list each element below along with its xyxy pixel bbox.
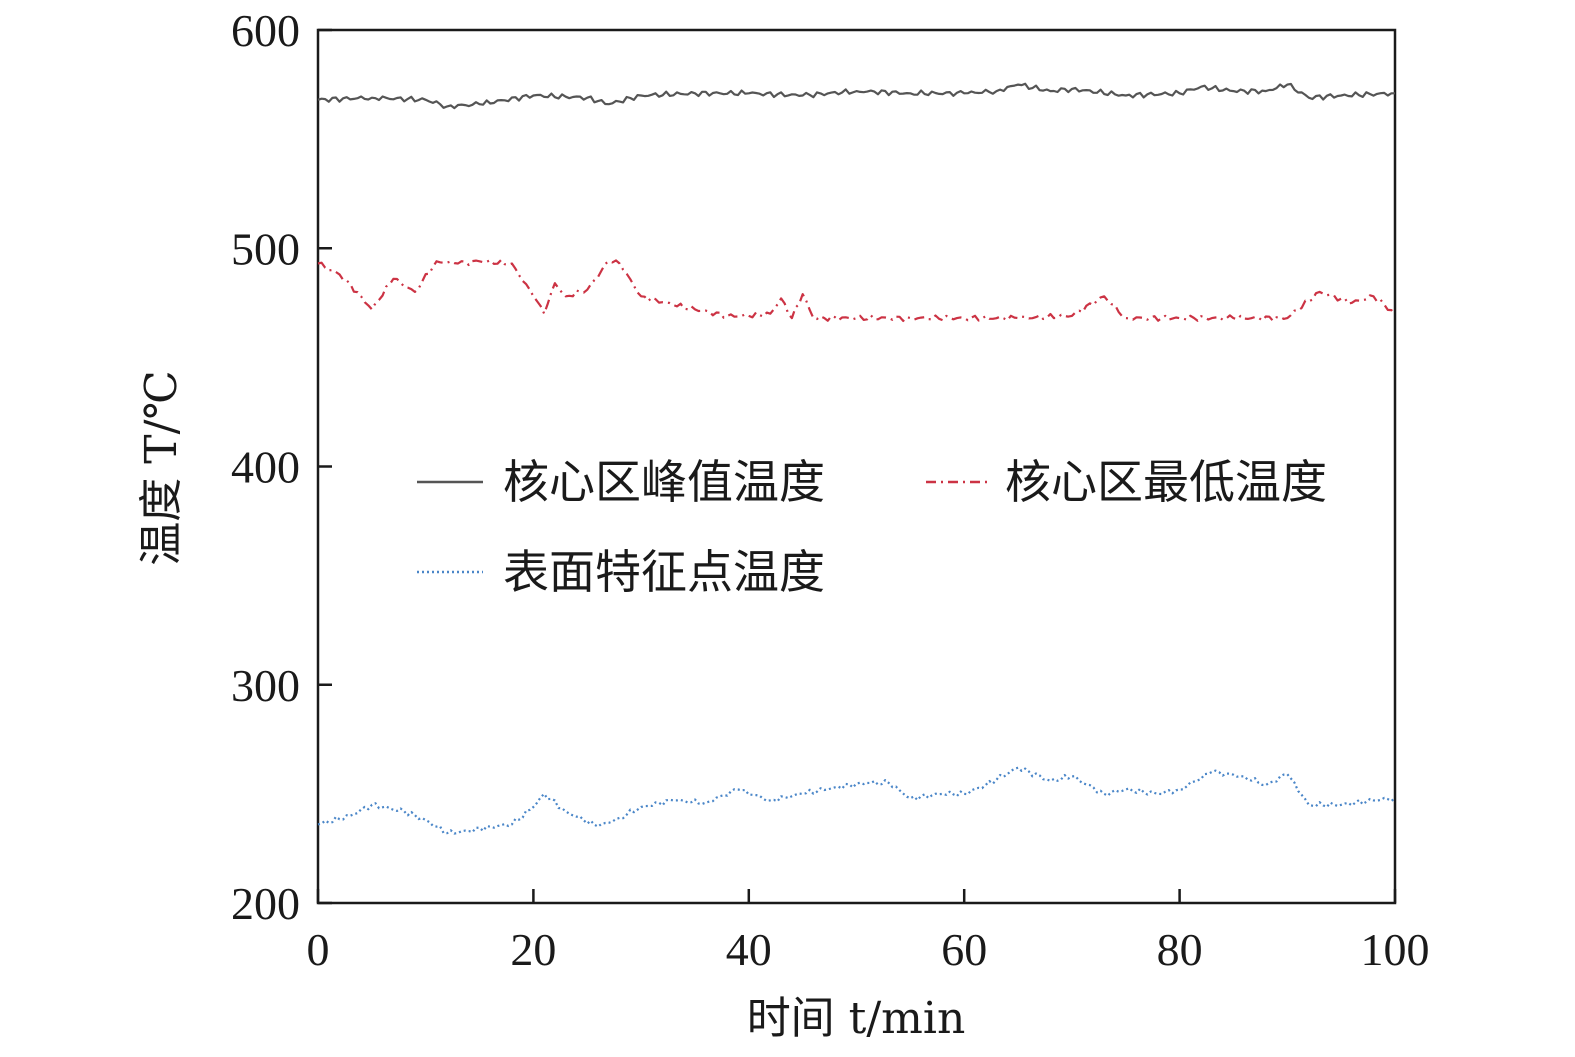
series-lines [317, 82, 1396, 835]
y-tick-label-4: 600 [231, 5, 300, 56]
x-tick-label-1: 20 [510, 924, 556, 975]
legend-item-peak: 核心区峰值温度 [417, 455, 825, 509]
y-axis-label: 温度 T/℃ [136, 370, 187, 565]
series-line-0 [317, 82, 1395, 110]
series-line-1 [317, 258, 1396, 322]
x-tick-label-3: 60 [941, 924, 987, 975]
y-tick-label-0: 200 [231, 878, 300, 929]
legend-item-surface: 表面特征点温度 [417, 545, 825, 599]
x-tick-label-4: 80 [1157, 924, 1203, 975]
legend-label-min: 核心区最低温度 [1005, 455, 1327, 509]
legend-label-peak: 核心区峰值温度 [503, 455, 825, 509]
y-tick-label-2: 400 [231, 442, 300, 493]
x-tick-label-2: 40 [726, 924, 772, 975]
axis-ticks: 0 20 40 60 80 100 200 300 400 500 600 [231, 5, 1430, 975]
series-line-2 [317, 766, 1396, 835]
x-tick-label-5: 100 [1361, 924, 1430, 975]
legend: 核心区峰值温度 核心区最低温度 表面特征点温度 [417, 455, 1327, 599]
y-tick-label-3: 500 [231, 223, 300, 274]
y-tick-label-1: 300 [231, 660, 300, 711]
x-axis-label: 时间 t/min [747, 993, 966, 1044]
legend-item-min: 核心区最低温度 [926, 455, 1327, 509]
x-tick-label-0: 0 [307, 924, 330, 975]
legend-label-surface: 表面特征点温度 [503, 545, 825, 599]
